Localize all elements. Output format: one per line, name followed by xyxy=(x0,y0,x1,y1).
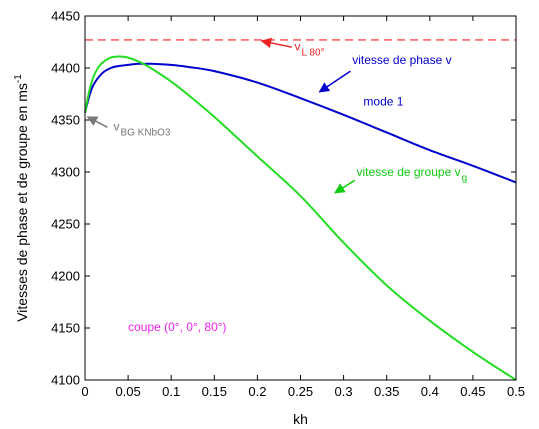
y-axis-title-text: Vitesses de phase et de groupe en ms xyxy=(14,83,30,322)
x-tick-label: 0.2 xyxy=(248,384,266,399)
x-tick-label: 0.4 xyxy=(421,384,439,399)
y-axis-title-superscript: -1 xyxy=(13,74,24,83)
annotation-text: vitesse de phase v xyxy=(352,53,451,67)
y-tick-label: 4350 xyxy=(51,113,80,128)
x-axis-title: kh xyxy=(293,411,308,427)
y-tick-label: 4450 xyxy=(51,9,80,24)
x-tick-label: 0.05 xyxy=(115,384,140,399)
annotation-text: v xyxy=(294,39,300,53)
annotation-vphase: vitesse de phase v xyxy=(352,53,451,67)
x-tick-label: 0 xyxy=(81,384,88,399)
y-tick-label: 4250 xyxy=(51,217,80,232)
annotation-text: coupe (0°, 0°, 80°) xyxy=(128,320,226,334)
plot-background xyxy=(85,16,516,380)
series-line-0 xyxy=(84,62,517,184)
annotation-coupe: coupe (0°, 0°, 80°) xyxy=(128,320,226,334)
x-tick-label: 0.1 xyxy=(162,384,180,399)
annotation-subscript: L 80° xyxy=(301,47,324,58)
x-tick-label: 0.25 xyxy=(288,384,313,399)
y-tick-label: 4100 xyxy=(51,373,80,388)
annotation-vgroupe: vitesse de groupe vg xyxy=(357,165,468,184)
annotation-vl: vL 80° xyxy=(294,39,324,58)
series-line-1 xyxy=(84,55,517,381)
y-tick-label: 4200 xyxy=(51,269,80,284)
y-tick-label: 4400 xyxy=(51,61,80,76)
annotation-arrow-vl xyxy=(260,37,293,49)
x-tick-label: 0.3 xyxy=(335,384,353,399)
x-tick-label: 0.15 xyxy=(202,384,227,399)
y-tick-label: 4150 xyxy=(51,321,80,336)
annotation-text: mode 1 xyxy=(363,94,403,108)
annotation-mode: mode 1 xyxy=(363,94,403,108)
annotation-vbg: vBG KNbO3 xyxy=(113,119,170,138)
annotation-arrow-vphase xyxy=(318,70,351,93)
axes-layer: 0 0.05 0.1 0.15 0.2 0.25 0.3 0.35 0.4 0.45 0.5 4100… xyxy=(51,9,525,400)
x-tick-label: 0.45 xyxy=(460,384,485,399)
annotation-subscript: BG KNbO3 xyxy=(120,127,170,138)
annotation-arrow-vgroupe xyxy=(334,179,356,194)
annotation-arrow-vbg xyxy=(86,116,108,128)
y-axis-title: Vitesses de phase et de groupe en ms-1 xyxy=(13,74,30,322)
annotation-text: vitesse de groupe v xyxy=(357,165,461,179)
annotation-text: v xyxy=(113,119,119,133)
x-tick-label: 0.35 xyxy=(374,384,399,399)
y-tick-label: 4300 xyxy=(51,165,80,180)
x-tick-label: 0.5 xyxy=(507,384,525,399)
plot-area xyxy=(85,16,516,380)
series-layer xyxy=(84,39,517,381)
annotation-subscript: g xyxy=(462,173,468,184)
